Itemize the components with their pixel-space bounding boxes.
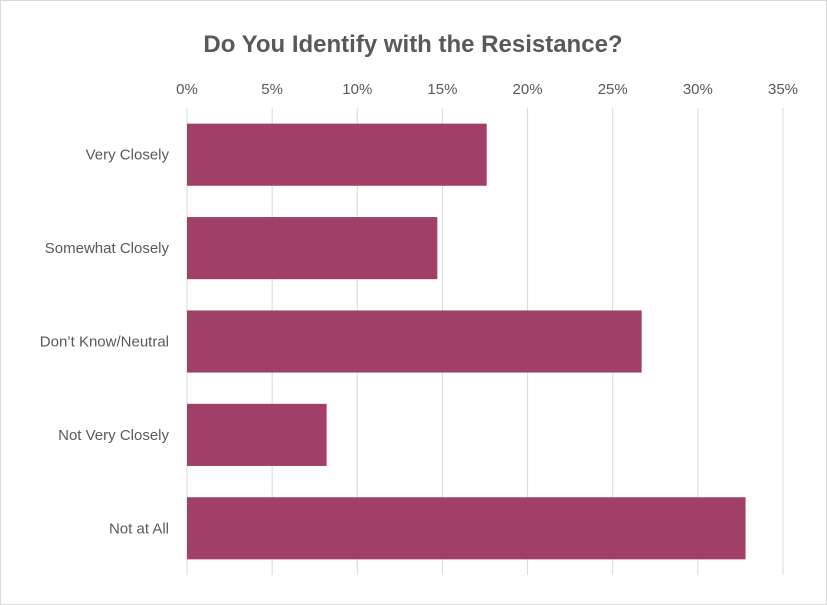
category-labels: Very Closely Somewhat Closely Don’t Know/N…: [40, 147, 170, 538]
bar: [187, 123, 487, 186]
category-label: Don’t Know/Neutral: [40, 334, 169, 351]
bar: [187, 310, 642, 373]
x-tick-label: 5%: [261, 81, 283, 98]
x-tick-label: 15%: [427, 81, 457, 98]
x-tick-label: 10%: [342, 81, 372, 98]
bar: [187, 497, 746, 560]
x-tick-label: 25%: [598, 81, 628, 98]
x-tick-label: 0%: [176, 81, 198, 98]
chart-title: Do You Identify with the Resistance?: [203, 31, 622, 58]
x-tick-labels: 0% 5% 10% 15% 20% 25% 30% 35%: [176, 81, 798, 98]
category-label: Somewhat Closely: [45, 240, 170, 257]
category-label: Not at All: [109, 520, 169, 537]
category-label: Not Very Closely: [58, 427, 169, 444]
bars: [187, 123, 746, 560]
bar: [187, 403, 327, 466]
x-tick-label: 20%: [513, 81, 543, 98]
bar: [187, 217, 438, 280]
x-tick-label: 35%: [768, 81, 798, 98]
category-label: Very Closely: [86, 147, 170, 164]
x-tick-label: 30%: [683, 81, 713, 98]
